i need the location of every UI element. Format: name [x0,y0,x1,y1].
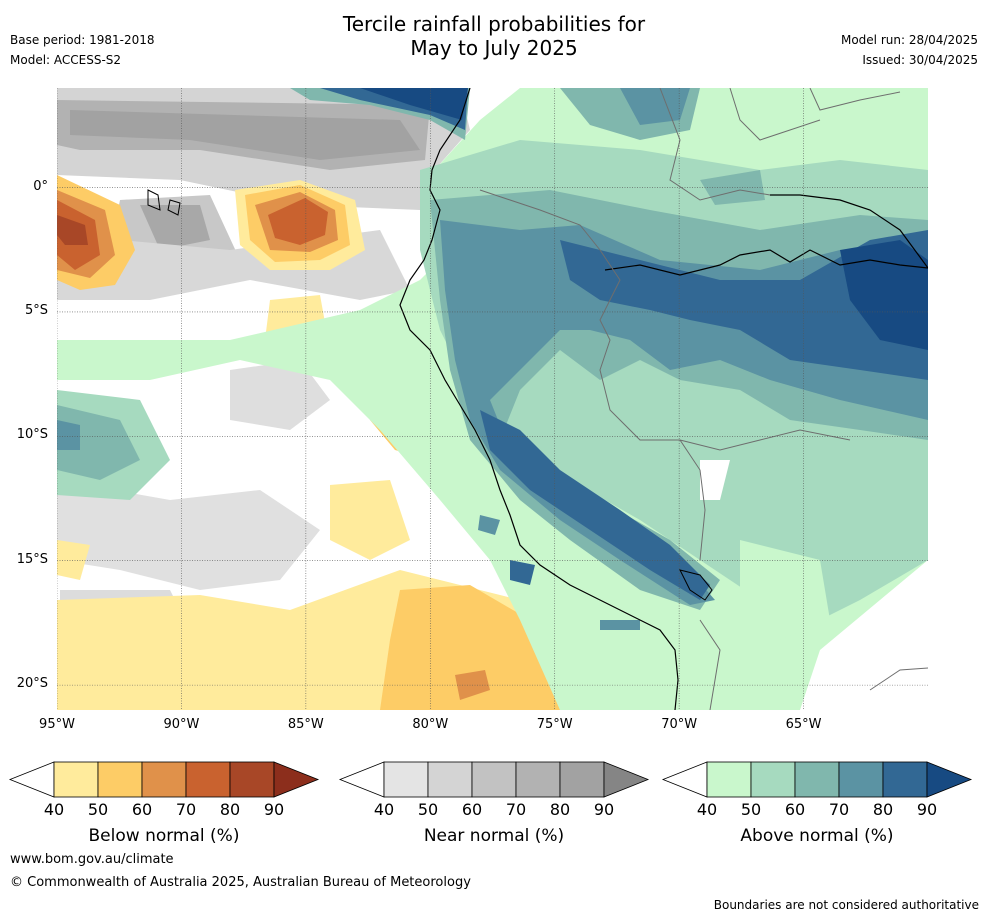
colorbar-high-extension [273,761,320,798]
colorbar [8,761,320,798]
colorbar-segment [750,761,796,798]
chart-title: Tercile rainfall probabilities for May t… [0,12,988,60]
colorbar-tick-label: 60 [131,800,153,819]
colorbar-tick-label: 70 [828,800,850,819]
colorbar-tick-label: 90 [593,800,615,819]
longitude-label: 80°W [412,717,449,732]
colorbar-low-extension [661,761,708,798]
gridlines [57,88,928,710]
colorbar-segment [706,761,752,798]
map-plot-area [57,88,928,710]
latitude-label: 10°S [16,427,48,443]
colorbar-segment [838,761,884,798]
title-line-2: May to July 2025 [410,36,578,60]
colorbar-segment [141,761,187,798]
colorbar-segment [515,761,561,798]
longitude-label: 75°W [536,717,573,732]
colorbar-segment [427,761,473,798]
colorbar-high-extension [926,761,973,798]
coastlines [147,88,928,710]
latitude-label: 20°S [16,676,48,692]
colorbar-tick-label: 90 [916,800,938,819]
colorbar-tick-label: 50 [87,800,109,819]
colorbar-tick-label: 60 [461,800,483,819]
colorbar-tick-label: 50 [417,800,439,819]
colorbar-segment [471,761,517,798]
colorbar-tick-label: 50 [740,800,762,819]
longitude-label: 90°W [163,717,200,732]
colorbars [8,761,973,798]
metadata-right: Model run: 28/04/2025 Issued: 30/04/2025 [841,30,978,70]
longitude-label: 70°W [661,717,698,732]
colorbar-tick-label: 70 [505,800,527,819]
above-normal-regions [57,88,928,710]
colorbar [661,761,973,798]
colorbar-high-extension [603,761,650,798]
colorbar-caption: Below normal (%) [88,826,240,846]
colorbar-low-extension [8,761,55,798]
colorbar-tick-label: 60 [784,800,806,819]
colorbar-segment [229,761,275,798]
copyright-text: © Commonwealth of Australia 2025, Austra… [10,875,471,890]
title-line-1: Tercile rainfall probabilities for [342,12,646,36]
base-period-text: Base period: 1981-2018 [10,33,155,47]
colorbar-tick-label: 80 [219,800,241,819]
colorbar-tick-label: 70 [175,800,197,819]
colorbar-tick-label: 40 [43,800,65,819]
disclaimer-text: Boundaries are not considered authoritat… [713,898,979,912]
colorbar-segment [97,761,143,798]
colorbar-segment [794,761,840,798]
model-text: Model: ACCESS-S2 [10,53,122,67]
colorbar-tick-label: 80 [872,800,894,819]
colorbar-caption: Above normal (%) [740,826,894,846]
model-run-text: Model run: 28/04/2025 [840,33,978,47]
colorbar-segment [559,761,605,798]
colorbar-segment [53,761,99,798]
colorbar-tick-label: 90 [263,800,285,819]
colorbar-tick-label: 40 [696,800,718,819]
colorbar-segment [882,761,928,798]
latitude-label: 15°S [16,551,48,567]
longitude-label: 65°W [785,717,822,732]
colorbar-tick-label: 40 [373,800,395,819]
latitude-label: 0° [33,178,48,194]
colorbar-tick-label: 80 [549,800,571,819]
colorbar-segment [383,761,429,798]
metadata-left: Base period: 1981-2018 Model: ACCESS-S2 [10,30,155,70]
colorbar [338,761,650,798]
issued-text: Issued: 30/04/2025 [862,53,978,67]
latitude-label: 5°S [24,302,48,318]
longitude-label: 85°W [287,717,324,732]
longitude-label: 95°W [39,717,75,732]
colorbar-low-extension [338,761,385,798]
colorbar-caption: Near normal (%) [423,826,565,846]
colorbar-segment [185,761,231,798]
website-text: www.bom.gov.au/climate [10,852,174,867]
